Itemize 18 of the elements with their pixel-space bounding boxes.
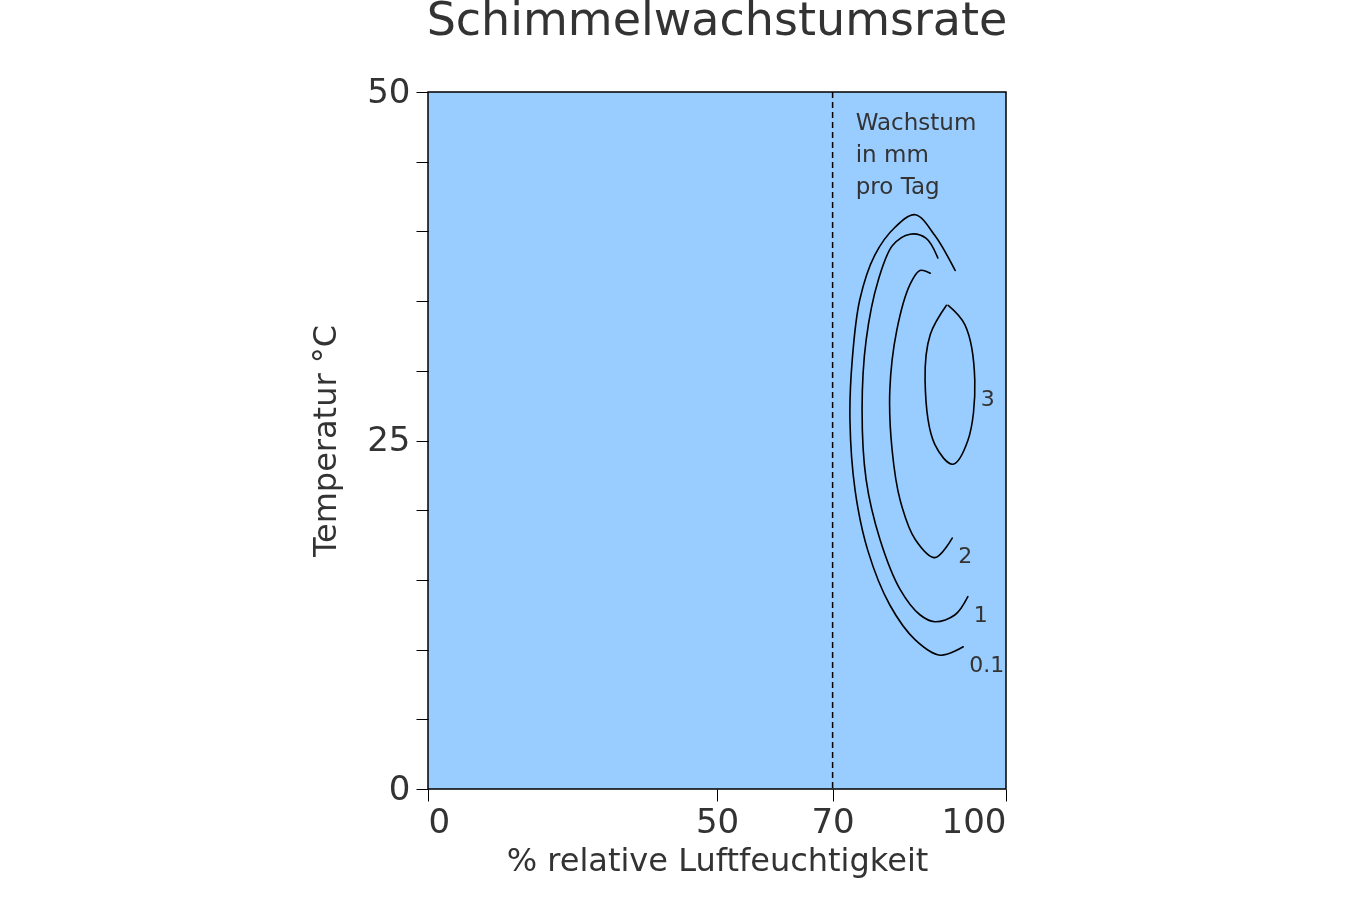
series-label: 1 (973, 601, 988, 627)
chart-title: Schimmelwachstumsrate (426, 0, 1008, 46)
y-tick-label: 25 (367, 419, 411, 459)
x-tick-label: 50 (695, 800, 740, 841)
y-tick-label: 50 (367, 70, 411, 111)
series-label: 2 (958, 543, 973, 569)
y-tick-label: 0 (388, 767, 411, 808)
y-axis-title: Temperatur °C (306, 324, 345, 559)
x-axis-title: % relative Luftfeuchtigkeit (506, 840, 929, 879)
line-series (888, 269, 954, 559)
x-tick-label: 70 (811, 800, 855, 841)
series-label: 0.1 (969, 651, 1005, 677)
line-series (861, 233, 969, 623)
line-series (924, 304, 976, 465)
x-tick-label: 0 (428, 800, 451, 841)
x-tick-label: 100 (941, 800, 1007, 841)
annotation: Wachstum in mm pro Tag (855, 109, 977, 199)
series-label: 3 (980, 385, 995, 411)
